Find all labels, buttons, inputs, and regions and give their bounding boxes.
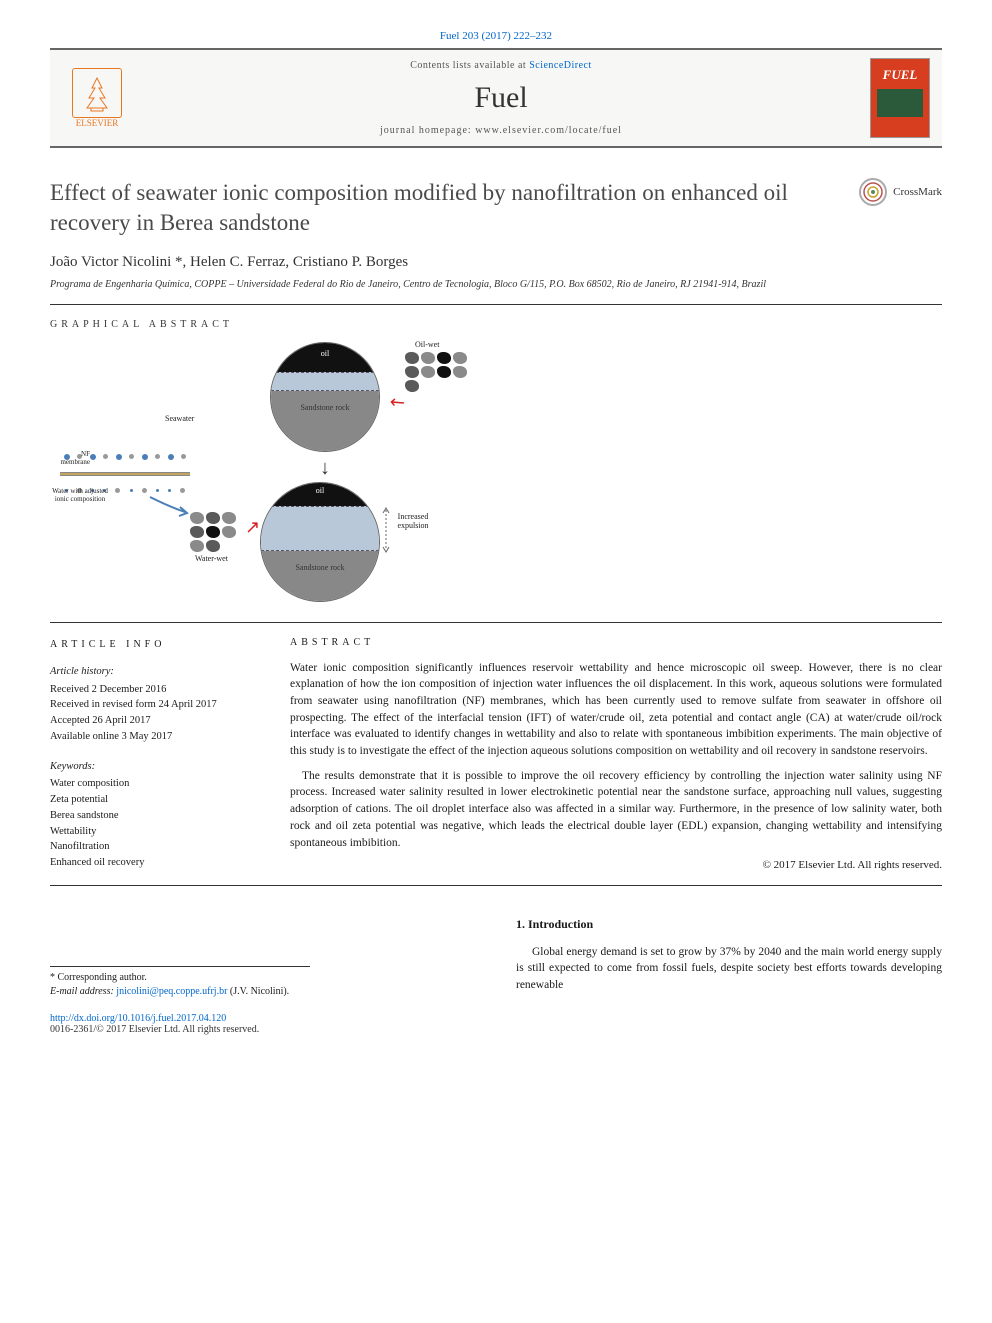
ga-circle-before: oil Sandstone rock	[270, 342, 380, 452]
cover-title: FUEL	[883, 67, 918, 83]
ga-nf-label: NF membrane	[50, 450, 90, 466]
crossmark-icon	[859, 178, 887, 206]
ga-adjusted-label: Water with adjusted ionic composition	[50, 487, 110, 503]
ga-oil-label: oil	[271, 349, 379, 358]
body-col-right: 1. Introduction Global energy demand is …	[516, 916, 942, 999]
email-link[interactable]: jnicolini@peq.coppe.ufrj.br	[116, 986, 227, 997]
elsevier-tree-icon	[72, 68, 122, 118]
citation[interactable]: Fuel 203 (2017) 222–232	[50, 30, 942, 42]
ga-waterwet-label: Water-wet	[195, 554, 228, 563]
contents-prefix: Contents lists available at	[410, 60, 529, 71]
keyword: Zeta potential	[50, 792, 250, 808]
rule	[50, 885, 942, 886]
contents-available: Contents lists available at ScienceDirec…	[152, 60, 850, 71]
journal-homepage[interactable]: journal homepage: www.elsevier.com/locat…	[152, 125, 850, 136]
abstract-para: The results demonstrate that it is possi…	[290, 768, 942, 851]
rule	[50, 622, 942, 623]
keyword: Nanofiltration	[50, 839, 250, 855]
abstract-para: Water ionic composition significantly in…	[290, 660, 942, 760]
info-abstract-row: article info Article history: Received 2…	[50, 637, 942, 871]
ga-arrow-red-top: ↘	[385, 389, 410, 415]
footnote-block: * Corresponding author. E-mail address: …	[50, 966, 310, 999]
graphical-abstract: oil Sandstone rock Oil-wet ↘ ↓ oil Sands…	[50, 342, 550, 602]
journal-cover[interactable]: FUEL	[870, 58, 930, 138]
elsevier-label: ELSEVIER	[76, 118, 119, 128]
abstract-block: abstract Water ionic composition signifi…	[290, 637, 942, 871]
intro-para: Global energy demand is set to grow by 3…	[516, 944, 942, 994]
ga-oilwet-label: Oil-wet	[415, 340, 439, 349]
keywords-block: Keywords: Water composition Zeta potenti…	[50, 759, 250, 871]
elsevier-logo[interactable]: ELSEVIER	[62, 58, 132, 138]
article-title: Effect of seawater ionic composition mod…	[50, 178, 839, 238]
cover-image-placeholder	[877, 89, 923, 117]
keyword: Berea sandstone	[50, 808, 250, 824]
history-accepted: Accepted 26 April 2017	[50, 713, 250, 729]
copyright: © 2017 Elsevier Ltd. All rights reserved…	[290, 859, 942, 871]
ga-arrow-red-bottom: ↗	[245, 517, 260, 538]
ga-oilwet-cluster	[405, 352, 475, 392]
journal-name: Fuel	[152, 81, 850, 115]
title-row: Effect of seawater ionic composition mod…	[50, 178, 942, 238]
abstract-text: Water ionic composition significantly in…	[290, 660, 942, 851]
ga-rock-label: Sandstone rock	[271, 403, 379, 412]
article-info-heading: article info	[50, 637, 250, 652]
ga-arrow-down: ↓	[320, 457, 330, 480]
email-who: (J.V. Nicolini).	[227, 986, 289, 997]
history-received: Received 2 December 2016	[50, 682, 250, 698]
keyword: Wettability	[50, 824, 250, 840]
ga-seawater-label: Seawater	[165, 414, 194, 423]
journal-header: ELSEVIER Contents lists available at Sci…	[50, 48, 942, 148]
doi-link[interactable]: http://dx.doi.org/10.1016/j.fuel.2017.04…	[50, 1013, 942, 1024]
intro-heading: 1. Introduction	[516, 916, 942, 933]
rule	[50, 304, 942, 305]
header-center: Contents lists available at ScienceDirec…	[152, 60, 850, 136]
sciencedirect-link[interactable]: ScienceDirect	[529, 60, 592, 71]
ga-waterwet-cluster	[190, 512, 250, 552]
article-info: article info Article history: Received 2…	[50, 637, 250, 871]
history-heading: Article history:	[50, 664, 250, 680]
body-col-left: * Corresponding author. E-mail address: …	[50, 916, 476, 999]
keyword: Water composition	[50, 776, 250, 792]
ga-oil-label-2: oil	[261, 486, 379, 495]
corresponding-author: * Corresponding author.	[50, 971, 310, 985]
ga-expulsion-arrow	[382, 505, 390, 555]
history-revised: Received in revised form 24 April 2017	[50, 697, 250, 713]
email-label: E-mail address:	[50, 986, 116, 997]
affiliation: Programa de Engenharia Química, COPPE – …	[50, 279, 942, 290]
body-columns: * Corresponding author. E-mail address: …	[50, 916, 942, 999]
ga-increased-label: Increased expulsion	[388, 512, 438, 530]
ga-flow-arrow	[145, 492, 195, 522]
authors: João Victor Nicolini *, Helen C. Ferraz,…	[50, 254, 942, 271]
crossmark-label: CrossMark	[893, 186, 942, 198]
abstract-heading: abstract	[290, 637, 942, 648]
graphical-abstract-label: graphical abstract	[50, 319, 942, 330]
email-line: E-mail address: jnicolini@peq.coppe.ufrj…	[50, 985, 310, 999]
ga-rock-label-2: Sandstone rock	[261, 563, 379, 572]
issn-line: 0016-2361/© 2017 Elsevier Ltd. All right…	[50, 1024, 942, 1035]
ga-circle-after: oil Sandstone rock	[260, 482, 380, 602]
crossmark-badge[interactable]: CrossMark	[859, 178, 942, 206]
keyword: Enhanced oil recovery	[50, 855, 250, 871]
keywords-heading: Keywords:	[50, 759, 250, 775]
history-online: Available online 3 May 2017	[50, 729, 250, 745]
